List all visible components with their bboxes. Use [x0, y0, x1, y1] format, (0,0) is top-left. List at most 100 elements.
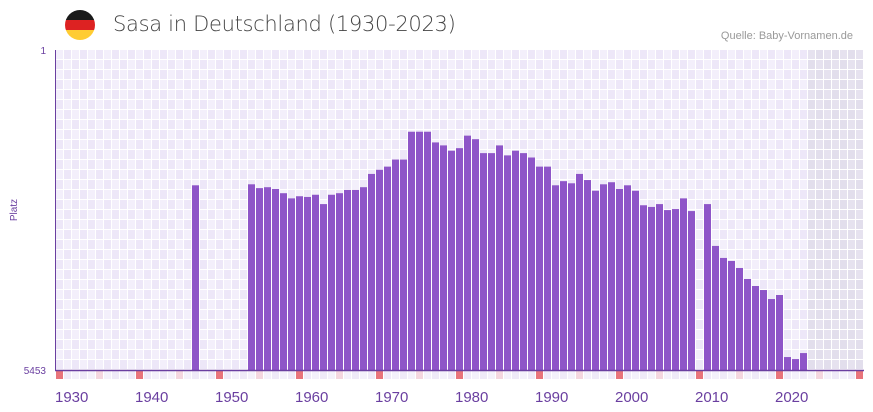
bar-2001 [624, 185, 631, 370]
grid-cell [216, 90, 223, 99]
grid-cell [736, 190, 743, 199]
grid-cell [688, 80, 695, 89]
grid-cell [112, 240, 119, 249]
grid-cell [792, 320, 799, 329]
grid-cell [680, 130, 687, 139]
grid-cell [320, 140, 327, 149]
grid-cell [424, 50, 431, 59]
grid-cell [488, 120, 495, 129]
grid-cell [144, 220, 151, 229]
year-marker [184, 371, 191, 379]
bar-2009 [688, 211, 695, 370]
year-marker [400, 371, 407, 379]
grid-cell [152, 170, 159, 179]
grid-cell [784, 100, 791, 109]
grid-cell [320, 80, 327, 89]
grid-cell [240, 50, 247, 59]
grid-cell [56, 210, 63, 219]
grid-cell [848, 280, 855, 289]
grid-cell [832, 110, 839, 119]
grid-cell [96, 150, 103, 159]
grid-cell [696, 310, 703, 319]
grid-cell [128, 120, 135, 129]
grid-cell [288, 60, 295, 69]
year-marker [80, 371, 87, 379]
grid-cell [88, 170, 95, 179]
grid-cell [80, 350, 87, 359]
bar-2013 [720, 257, 727, 370]
grid-cell [696, 270, 703, 279]
grid-cell [752, 70, 759, 79]
grid-cell [184, 280, 191, 289]
grid-cell [232, 90, 239, 99]
year-marker [200, 371, 207, 379]
grid-cell [560, 130, 567, 139]
grid-cell [184, 100, 191, 109]
grid-cell [680, 140, 687, 149]
grid-cell [752, 140, 759, 149]
grid-cell [272, 180, 279, 189]
grid-cell [472, 70, 479, 79]
grid-cell [808, 280, 815, 289]
grid-cell [112, 60, 119, 69]
grid-cell [240, 80, 247, 89]
grid-cell [136, 330, 143, 339]
grid-cell [840, 350, 847, 359]
grid-cell [744, 180, 751, 189]
year-marker [168, 371, 175, 379]
grid-cell [288, 170, 295, 179]
grid-cell [176, 210, 183, 219]
grid-cell [832, 170, 839, 179]
grid-cell [376, 150, 383, 159]
grid-cell [688, 120, 695, 129]
grid-cell [256, 50, 263, 59]
grid-cell [832, 290, 839, 299]
grid-cell [720, 180, 727, 189]
year-marker [328, 371, 335, 379]
grid-cell [352, 70, 359, 79]
grid-cell [616, 130, 623, 139]
grid-cell [696, 150, 703, 159]
grid-cell [240, 100, 247, 109]
grid-cell [736, 160, 743, 169]
grid-cell [56, 350, 63, 359]
grid-cell [304, 110, 311, 119]
flag-stripe-red [65, 20, 95, 30]
grid-cell [720, 210, 727, 219]
y-axis-label: Platz [9, 199, 20, 221]
grid-cell [56, 320, 63, 329]
grid-cell [184, 250, 191, 259]
grid-cell [672, 100, 679, 109]
grid-cell [328, 90, 335, 99]
grid-cell [648, 140, 655, 149]
grid-cell [264, 50, 271, 59]
grid-cell [768, 180, 775, 189]
grid-cell [808, 120, 815, 129]
grid-cell [72, 130, 79, 139]
grid-cell [552, 130, 559, 139]
grid-cell [568, 140, 575, 149]
grid-cell [232, 180, 239, 189]
grid-cell [632, 170, 639, 179]
bar-2005 [656, 204, 663, 370]
year-marker [504, 371, 511, 379]
grid-cell [520, 120, 527, 129]
grid-cell [184, 320, 191, 329]
grid-cell [104, 280, 111, 289]
grid-cell [848, 210, 855, 219]
grid-cell [784, 340, 791, 349]
grid-cell [816, 80, 823, 89]
grid-cell [56, 290, 63, 299]
year-marker [488, 371, 495, 379]
year-marker [576, 371, 583, 379]
grid-cell [160, 60, 167, 69]
grid-cell [568, 60, 575, 69]
grid-cell [160, 340, 167, 349]
grid-cell [472, 90, 479, 99]
grid-cell [384, 80, 391, 89]
grid-cell [208, 210, 215, 219]
grid-cell [712, 110, 719, 119]
grid-cell [352, 170, 359, 179]
grid-cell [256, 90, 263, 99]
grid-cell [424, 120, 431, 129]
